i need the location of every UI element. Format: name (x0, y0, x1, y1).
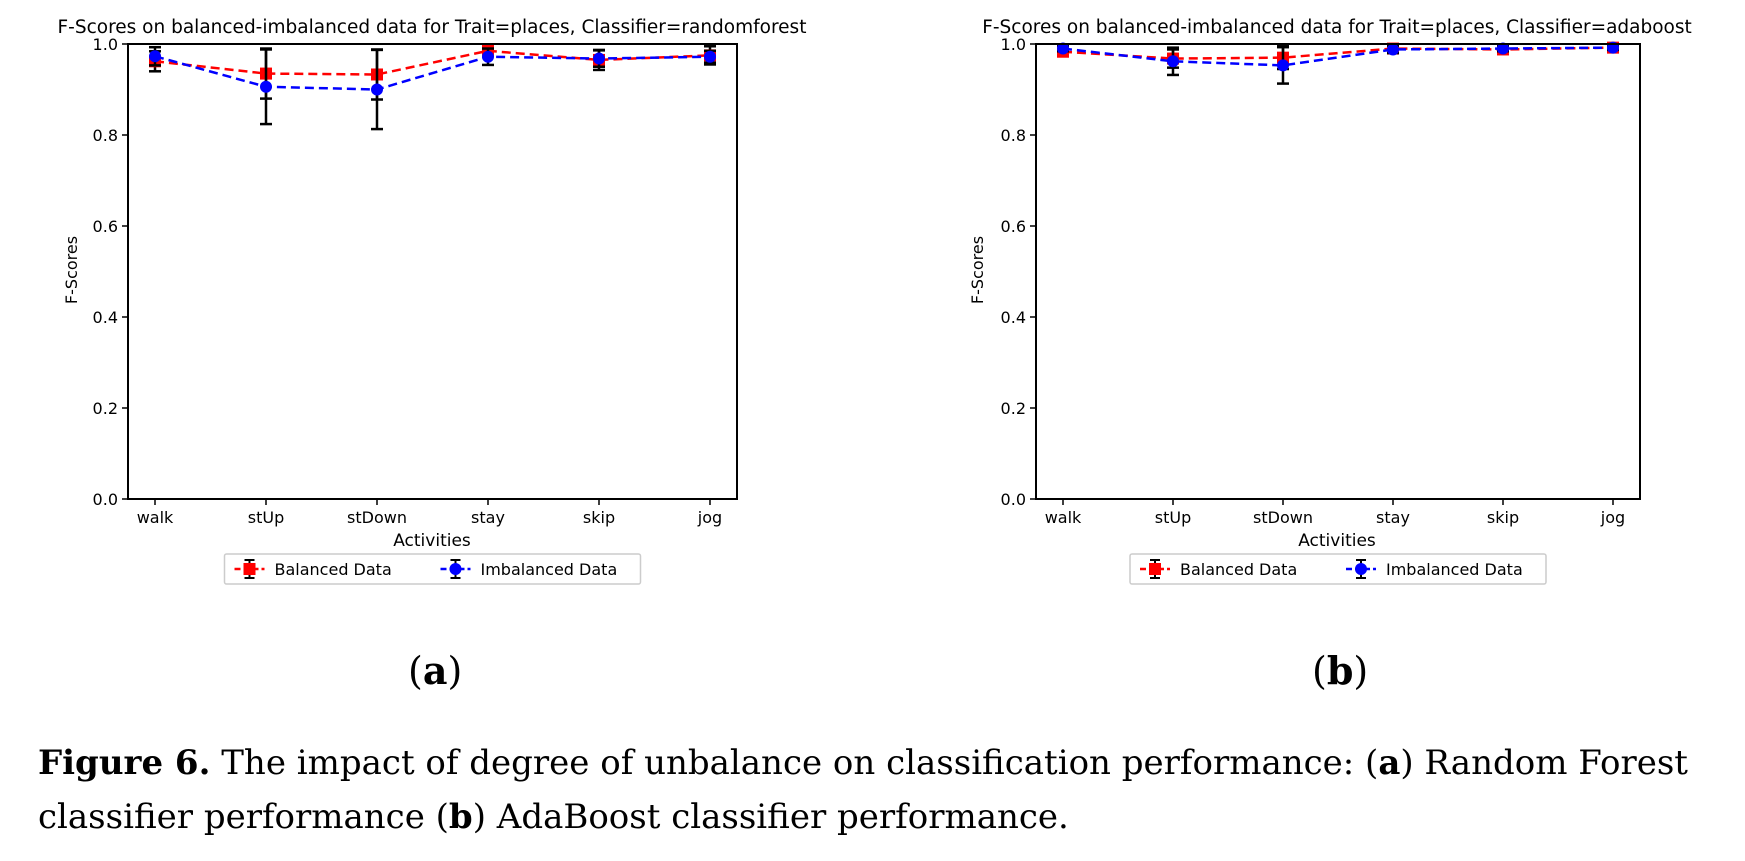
caption-ref-b: b (448, 797, 473, 837)
chart-plot-area: 0.0 0.2 0.4 0.6 0.8 1.0 walk stUp stDown stay skip… (1001, 35, 1641, 585)
y-tick-label: 0.2 (1001, 399, 1026, 418)
x-tick-label: stDown (347, 508, 407, 527)
series-line (154, 49, 711, 76)
panel-b-open: ( (1312, 649, 1327, 693)
legend-marker (449, 563, 462, 575)
y-tick-label: 0.4 (93, 308, 118, 327)
y-tick-label: 0.4 (1001, 308, 1026, 327)
panel-a-open: ( (408, 649, 423, 693)
y-axis-label: F-Scores (62, 236, 81, 304)
chart-plot-area: 0.0 0.2 0.4 0.6 0.8 1.0 walk stUp stDown stay skip… (93, 35, 738, 585)
y-tick-label: 0.0 (93, 490, 118, 509)
y-tick-label: 0.0 (1001, 490, 1026, 509)
plot-frame (127, 43, 738, 500)
x-tick-label: jog (1600, 508, 1625, 527)
y-tick-label: 0.6 (1001, 217, 1026, 236)
y-tick-label: 0.6 (93, 217, 118, 236)
legend-label: Imbalanced Data (481, 560, 618, 579)
x-tick-label: jog (697, 508, 722, 527)
legend-marker (1149, 563, 1161, 575)
data-point (1057, 42, 1069, 55)
data-point (482, 50, 494, 63)
x-tick-label: stUp (1155, 508, 1191, 527)
data-point (593, 52, 605, 65)
chart-randomforest: F-Scores on balanced-imbalanced data for… (58, 17, 807, 585)
chart-title: F-Scores on balanced-imbalanced data for… (58, 17, 807, 38)
legend-box (223, 553, 642, 585)
data-point (371, 83, 383, 96)
y-tick-label: 0.2 (93, 399, 118, 418)
data-point (1167, 55, 1179, 68)
legend-label: Balanced Data (1180, 560, 1297, 579)
x-tick-label: stay (471, 508, 505, 527)
data-point (704, 50, 716, 63)
series-line (1062, 46, 1614, 60)
data-point (1497, 42, 1509, 55)
plot-frame (1035, 43, 1641, 500)
y-tick-label: 1.0 (1001, 35, 1026, 54)
panel-b-close: ) (1353, 649, 1369, 693)
x-tick-label: skip (1487, 508, 1519, 527)
caption-text-1: The impact of degree of unbalance on cla… (210, 743, 1379, 783)
figure-caption: Figure 6. The impact of degree of unbala… (38, 736, 1718, 844)
caption-text-2: ) Random Forest classifier performance ( (38, 743, 1688, 837)
caption-label: Figure 6. (38, 743, 211, 783)
panel-label-b: (b) (1312, 648, 1368, 693)
x-tick-label: walk (137, 508, 174, 527)
legend-marker (243, 563, 256, 575)
series-line (154, 55, 711, 91)
legend-marker (1355, 563, 1367, 575)
y-tick-label: 0.8 (93, 126, 118, 145)
x-tick-label: stay (1376, 508, 1410, 527)
legend-box (1129, 553, 1547, 585)
legend: Balanced Data Imbalanced Data (223, 553, 642, 585)
data-point (149, 50, 161, 63)
x-axis-label: Activities (1298, 531, 1376, 551)
x-tick-label: stDown (1253, 508, 1313, 527)
x-axis-label: Activities (393, 531, 471, 551)
panel-a-letter: a (422, 648, 448, 693)
panel-a-close: ) (447, 649, 463, 693)
series-line (1062, 46, 1614, 67)
data-point (1277, 59, 1289, 72)
caption-ref-a: a (1378, 743, 1401, 783)
legend: Balanced Data Imbalanced Data (1129, 553, 1547, 585)
y-axis-label: F-Scores (968, 236, 987, 304)
data-point (260, 80, 272, 93)
x-tick-label: skip (583, 508, 615, 527)
data-point (1387, 43, 1399, 56)
chart-title: F-Scores on balanced-imbalanced data for… (982, 17, 1692, 38)
x-tick-label: walk (1045, 508, 1082, 527)
caption-text-3: ) AdaBoost classifier performance. (472, 797, 1069, 837)
legend-label: Balanced Data (275, 560, 392, 579)
x-tick-label: stUp (248, 508, 284, 527)
chart-adaboost: F-Scores on balanced-imbalanced data for… (968, 17, 1692, 585)
legend-label: Imbalanced Data (1386, 560, 1523, 579)
y-tick-label: 1.0 (93, 35, 118, 54)
y-tick-label: 0.8 (1001, 126, 1026, 145)
panel-label-a: (a) (408, 648, 462, 693)
panel-b-letter: b (1326, 648, 1354, 693)
